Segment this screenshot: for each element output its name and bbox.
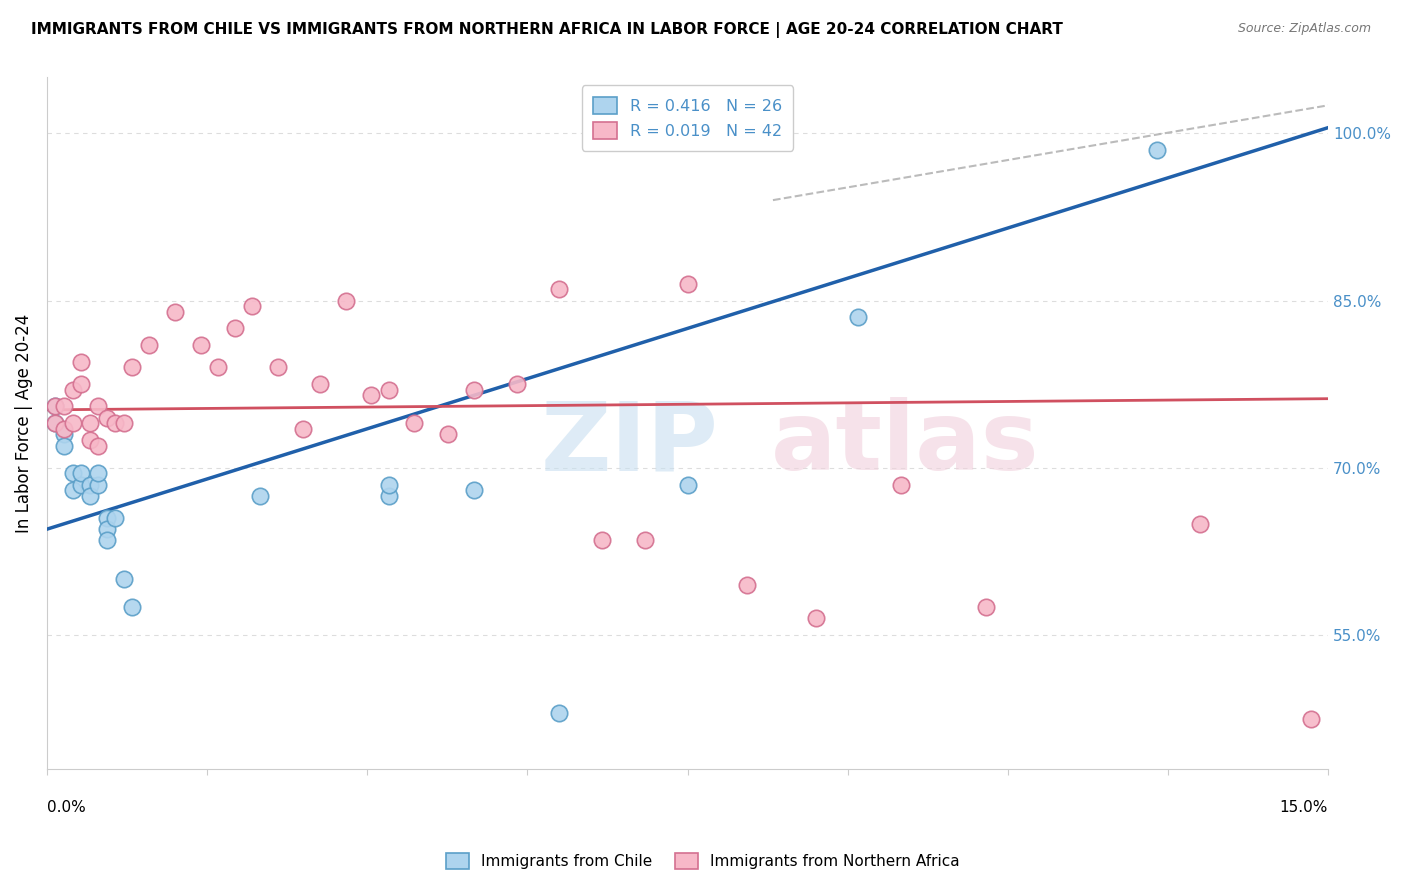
Point bbox=[463, 383, 485, 397]
Point bbox=[1146, 143, 1168, 157]
Point bbox=[121, 600, 143, 615]
Point bbox=[737, 578, 759, 592]
Point bbox=[44, 416, 66, 430]
Point bbox=[634, 533, 657, 548]
Point bbox=[70, 467, 93, 481]
Text: Source: ZipAtlas.com: Source: ZipAtlas.com bbox=[1237, 22, 1371, 36]
Point bbox=[292, 422, 315, 436]
Point bbox=[548, 282, 571, 296]
Point bbox=[207, 360, 229, 375]
Point bbox=[112, 416, 135, 430]
Point bbox=[240, 299, 263, 313]
Point bbox=[96, 533, 118, 548]
Point bbox=[96, 522, 118, 536]
Point bbox=[377, 383, 399, 397]
Point bbox=[44, 400, 66, 414]
Point bbox=[360, 388, 382, 402]
Point bbox=[335, 293, 357, 308]
Point bbox=[266, 360, 288, 375]
Point bbox=[96, 511, 118, 525]
Text: 0.0%: 0.0% bbox=[46, 799, 86, 814]
Point bbox=[62, 416, 84, 430]
Point bbox=[44, 400, 66, 414]
Point bbox=[846, 310, 869, 325]
Legend: R = 0.416   N = 26, R = 0.019   N = 42: R = 0.416 N = 26, R = 0.019 N = 42 bbox=[582, 86, 793, 151]
Point bbox=[79, 477, 101, 491]
Point bbox=[52, 400, 75, 414]
Text: IMMIGRANTS FROM CHILE VS IMMIGRANTS FROM NORTHERN AFRICA IN LABOR FORCE | AGE 20: IMMIGRANTS FROM CHILE VS IMMIGRANTS FROM… bbox=[31, 22, 1063, 38]
Point bbox=[163, 304, 186, 318]
Point bbox=[87, 477, 110, 491]
Text: ZIP: ZIP bbox=[540, 398, 718, 491]
Text: 15.0%: 15.0% bbox=[1279, 799, 1329, 814]
Point bbox=[104, 416, 127, 430]
Point bbox=[52, 422, 75, 436]
Point bbox=[309, 377, 332, 392]
Point bbox=[121, 360, 143, 375]
Point bbox=[249, 489, 271, 503]
Point bbox=[190, 338, 212, 352]
Point bbox=[96, 410, 118, 425]
Point bbox=[79, 433, 101, 447]
Point bbox=[377, 489, 399, 503]
Point bbox=[804, 611, 827, 625]
Point bbox=[79, 416, 101, 430]
Point bbox=[1299, 712, 1322, 726]
Point bbox=[437, 427, 460, 442]
Point bbox=[70, 355, 93, 369]
Point bbox=[52, 438, 75, 452]
Point bbox=[505, 377, 527, 392]
Point bbox=[62, 467, 84, 481]
Point bbox=[548, 706, 571, 721]
Point bbox=[676, 477, 699, 491]
Point bbox=[1188, 516, 1211, 531]
Text: atlas: atlas bbox=[770, 398, 1039, 491]
Point bbox=[138, 338, 160, 352]
Point bbox=[62, 483, 84, 497]
Point bbox=[87, 438, 110, 452]
Point bbox=[79, 489, 101, 503]
Point bbox=[104, 511, 127, 525]
Point bbox=[463, 483, 485, 497]
Point bbox=[976, 600, 998, 615]
Point bbox=[224, 321, 246, 335]
Point bbox=[52, 427, 75, 442]
Point bbox=[62, 383, 84, 397]
Point bbox=[87, 467, 110, 481]
Y-axis label: In Labor Force | Age 20-24: In Labor Force | Age 20-24 bbox=[15, 314, 32, 533]
Point bbox=[70, 477, 93, 491]
Point bbox=[87, 400, 110, 414]
Point bbox=[377, 477, 399, 491]
Point bbox=[44, 416, 66, 430]
Point bbox=[591, 533, 613, 548]
Point bbox=[676, 277, 699, 291]
Point bbox=[112, 573, 135, 587]
Legend: Immigrants from Chile, Immigrants from Northern Africa: Immigrants from Chile, Immigrants from N… bbox=[440, 847, 966, 875]
Point bbox=[890, 477, 912, 491]
Point bbox=[404, 416, 426, 430]
Point bbox=[70, 377, 93, 392]
